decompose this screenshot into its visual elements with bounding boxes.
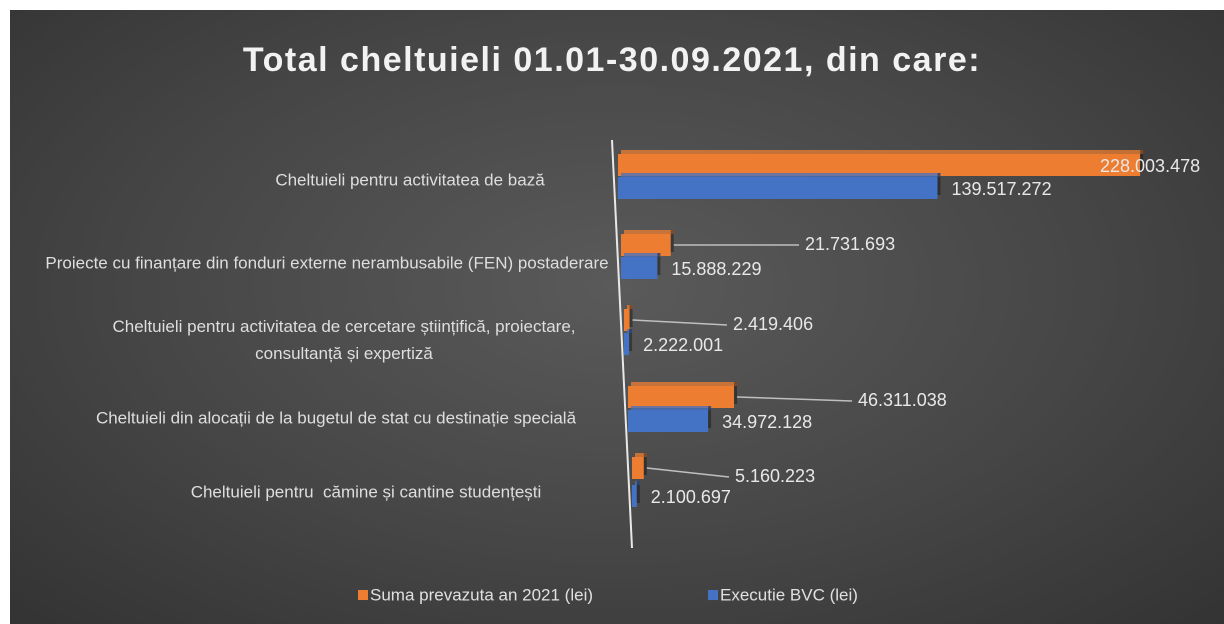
bar [618, 154, 1141, 176]
value-label: 46.311.038 [858, 390, 947, 410]
value-label: 15.888.229 [671, 259, 761, 279]
value-label: 2.222.001 [643, 335, 723, 355]
value-label: 2.419.406 [733, 314, 813, 334]
bar [621, 234, 671, 256]
leader-line [632, 319, 728, 326]
legend-label: Suma prevazuta an 2021 (lei) [370, 585, 593, 604]
chart: Total cheltuieli 01.01-30.09.2021, din c… [243, 41, 1200, 605]
bar-top [631, 382, 738, 386]
bar-side [1140, 150, 1144, 172]
leader-line [646, 467, 730, 478]
category-label: Cheltuieli pentru cămine și cantine stud… [190, 482, 542, 502]
legend-label: Executie BVC (lei) [720, 585, 858, 604]
category-label: Cheltuieli pentru activitatea de cerceta… [112, 317, 581, 363]
value-label: 21.731.693 [805, 234, 895, 254]
bar-side [657, 253, 661, 275]
bar-top [624, 253, 661, 257]
bar-side [734, 382, 738, 404]
bar-top [621, 150, 1144, 154]
value-label: 228.003.478 [1100, 156, 1200, 176]
value-label: 5.160.223 [735, 466, 815, 486]
value-label: 139.517.272 [951, 179, 1051, 199]
bar-top [627, 329, 633, 333]
value-label: 34.972.128 [722, 412, 812, 432]
value-label: 2.100.697 [651, 487, 731, 507]
bar-top [624, 230, 674, 234]
leader-line [737, 396, 853, 402]
category-label: Cheltuieli pentru activitatea de bază [275, 170, 545, 190]
chart-title: Total cheltuieli 01.01-30.09.2021, din c… [243, 41, 981, 79]
bar-top [635, 481, 640, 485]
bar-side [708, 406, 712, 428]
bar-side [643, 453, 647, 475]
chart-area: Total cheltuieli 01.01-30.09.2021, din c… [10, 10, 1224, 624]
bar-top [635, 453, 647, 457]
bar-side [670, 230, 674, 252]
bar [628, 410, 709, 432]
legend-swatch [708, 590, 718, 600]
axis-line [611, 139, 633, 549]
bar-side [937, 173, 941, 195]
bar-side [629, 305, 633, 327]
category-label: Cheltuieli din alocații de la bugetul de… [95, 408, 577, 428]
category-label: Proiecte cu finanțare din fonduri extern… [45, 253, 609, 273]
bar [618, 177, 938, 199]
bar [632, 457, 644, 479]
bar [621, 257, 658, 279]
bar-side [629, 329, 633, 351]
bar [624, 333, 630, 355]
bar-top [621, 173, 941, 177]
bar [632, 485, 637, 507]
legend-swatch [358, 590, 368, 600]
bar [628, 386, 735, 408]
bar [624, 309, 630, 331]
bar-side [636, 481, 640, 503]
bar-top [631, 406, 712, 410]
bar-top [627, 305, 633, 309]
